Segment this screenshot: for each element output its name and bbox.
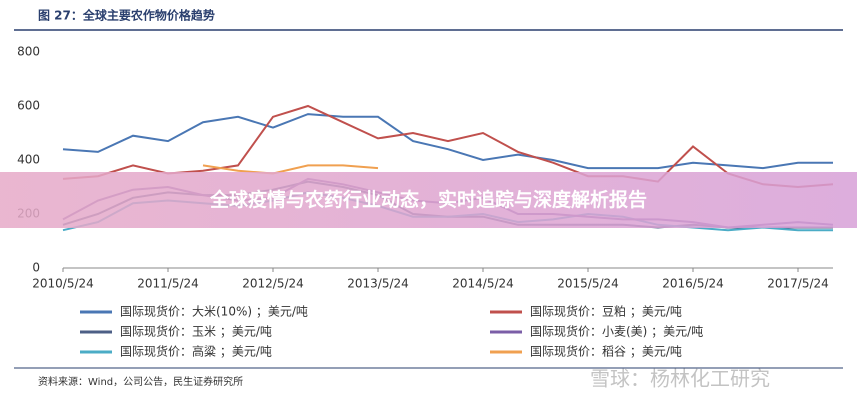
legend-label: 国际现货价：稻谷 ；美元/吨 [530,344,682,359]
legend-label: 国际现货价：玉米 ；美元/吨 [120,324,272,339]
legend-label: 国际现货价：大米(10%) ；美元/吨 [120,304,308,319]
x-tick-label: 2016/5/24 [662,277,724,291]
x-tick-label: 2012/5/24 [242,277,304,291]
y-tick-label: 800 [17,45,40,59]
x-tick-label: 2015/5/24 [557,277,619,291]
source: 资料来源：Wind，公司公告，民生证券研究所 [38,375,243,388]
x-tick-label: 2017/5/24 [767,277,829,291]
x-tick-label: 2014/5/24 [452,277,514,291]
x-tick-label: 2013/5/24 [347,277,409,291]
legend-label: 国际现货价：高粱 ；美元/吨 [120,344,272,359]
series-line [62,113,833,170]
x-tick-label: 2010/5/24 [32,277,94,291]
x-tick-label: 2011/5/24 [137,277,199,291]
y-tick-label: 600 [17,99,40,113]
y-tick-label: 400 [17,153,40,167]
series-line [202,164,379,175]
chart-title: 图 27：全球主要农作物价格趋势 [38,8,215,23]
banner: 全球疫情与农药行业动态，实时追踪与深度解析报告 [0,172,857,228]
legend-label: 国际现货价：小麦(美) ；美元/吨 [530,324,703,339]
y-tick-label: 0 [32,261,40,275]
watermark: 雪球：杨林化工研究 [590,367,770,391]
legend-label: 国际现货价：豆粕 ；美元/吨 [530,304,682,319]
series-line [62,104,834,189]
